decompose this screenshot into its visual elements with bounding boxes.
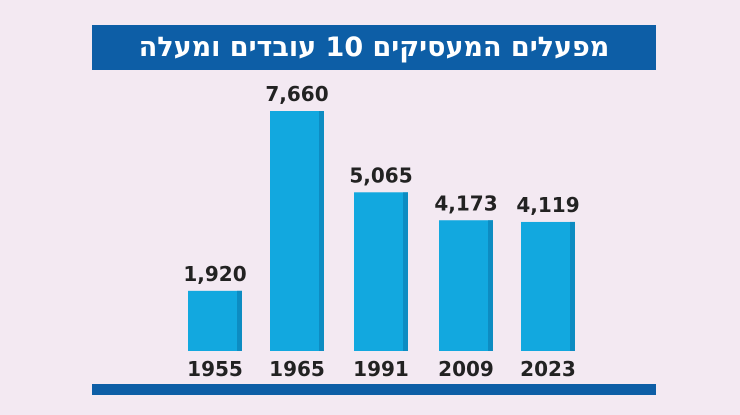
category-label-1965: 1965 (269, 357, 325, 381)
chart-title: מפעלים המעסיקים 10 עובדים ומעלה (138, 32, 610, 63)
bar-shade-1991 (403, 192, 408, 351)
value-label-1955: 1,920 (183, 262, 246, 286)
bar-shade-1965 (319, 111, 324, 351)
bar-2023 (521, 221, 575, 351)
bar-shade-1955 (237, 290, 242, 351)
bar-1991 (354, 192, 408, 351)
chart-title-banner: מפעלים המעסיקים 10 עובדים ומעלה (92, 25, 656, 70)
category-label-1991: 1991 (353, 357, 409, 381)
value-label-2009: 4,173 (434, 191, 497, 215)
value-label-2023: 4,119 (516, 193, 579, 217)
value-label-1991: 5,065 (349, 163, 412, 187)
bar-shade-2009 (488, 220, 493, 351)
bar-shade-2023 (570, 221, 575, 351)
category-label-2023: 2023 (520, 357, 576, 381)
bar-1955 (188, 290, 242, 351)
category-label-1955: 1955 (187, 357, 243, 381)
bar-1965 (270, 111, 324, 351)
category-label-2009: 2009 (438, 357, 494, 381)
chart-baseline (92, 384, 656, 395)
value-label-1965: 7,660 (265, 82, 328, 106)
bar-2009 (439, 220, 493, 351)
